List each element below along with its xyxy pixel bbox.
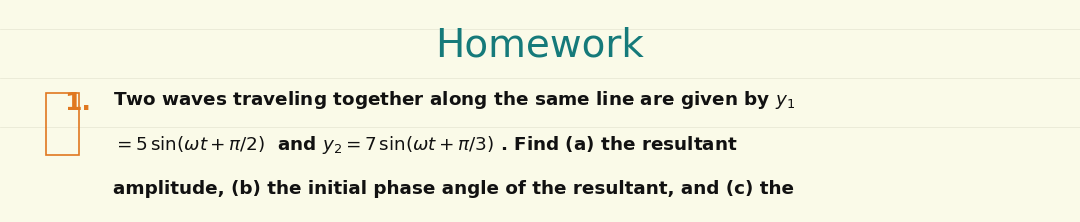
Bar xyxy=(46,93,79,155)
Text: Two waves traveling together along the same line are given by $y_1$: Two waves traveling together along the s… xyxy=(113,89,796,111)
Text: $= 5\,\mathrm{sin}(\omega t + \pi/2)$  and $y_2 = 7\,\mathrm{sin}(\omega t + \pi: $= 5\,\mathrm{sin}(\omega t + \pi/2)$ an… xyxy=(113,134,739,156)
Text: amplitude, (b) the initial phase angle of the resultant, and (c) the: amplitude, (b) the initial phase angle o… xyxy=(113,180,795,198)
Text: 1.: 1. xyxy=(65,91,91,115)
Text: Homework: Homework xyxy=(435,27,645,65)
